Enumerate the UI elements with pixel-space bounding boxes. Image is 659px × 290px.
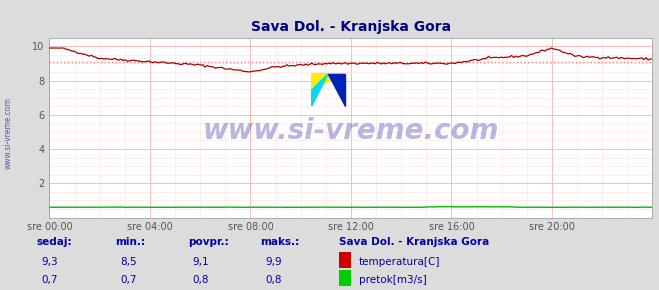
Text: 9,1: 9,1 bbox=[192, 257, 210, 267]
Text: 0,7: 0,7 bbox=[41, 275, 58, 285]
Text: 0,8: 0,8 bbox=[265, 275, 282, 285]
Text: 9,3: 9,3 bbox=[41, 257, 58, 267]
Text: temperatura[C]: temperatura[C] bbox=[359, 257, 441, 267]
Text: sedaj:: sedaj: bbox=[36, 237, 72, 247]
Text: www.si-vreme.com: www.si-vreme.com bbox=[3, 97, 13, 169]
Polygon shape bbox=[312, 74, 328, 106]
Polygon shape bbox=[312, 74, 345, 90]
Text: Sava Dol. - Kranjska Gora: Sava Dol. - Kranjska Gora bbox=[339, 237, 490, 247]
Text: 9,9: 9,9 bbox=[265, 257, 282, 267]
Text: 0,7: 0,7 bbox=[120, 275, 137, 285]
Text: pretok[m3/s]: pretok[m3/s] bbox=[359, 275, 427, 285]
Text: www.si-vreme.com: www.si-vreme.com bbox=[203, 117, 499, 145]
Title: Sava Dol. - Kranjska Gora: Sava Dol. - Kranjska Gora bbox=[251, 20, 451, 34]
Text: 0,8: 0,8 bbox=[192, 275, 210, 285]
Text: povpr.:: povpr.: bbox=[188, 237, 229, 247]
Text: maks.:: maks.: bbox=[260, 237, 300, 247]
Text: 8,5: 8,5 bbox=[120, 257, 137, 267]
Polygon shape bbox=[328, 74, 345, 106]
Text: min.:: min.: bbox=[115, 237, 146, 247]
